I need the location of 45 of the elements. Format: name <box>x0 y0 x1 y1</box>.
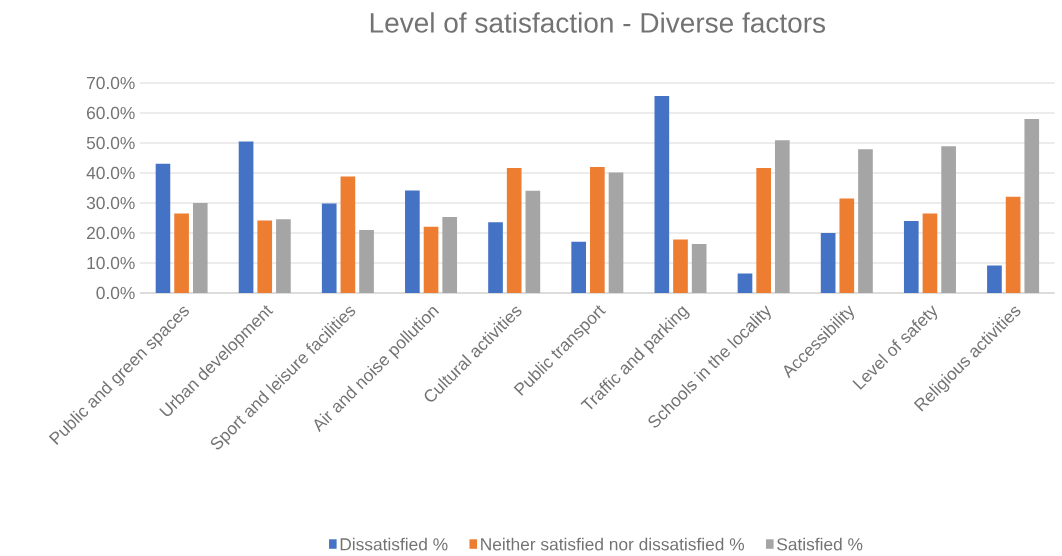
bar <box>571 241 587 293</box>
bar <box>257 220 273 293</box>
bar <box>238 141 254 293</box>
bar <box>192 203 208 293</box>
bar <box>488 222 503 293</box>
bar <box>405 190 420 293</box>
bar <box>590 167 605 293</box>
bar <box>155 163 171 293</box>
bar <box>922 213 938 293</box>
bar <box>737 273 753 293</box>
bar <box>987 265 1002 293</box>
bar <box>608 172 624 293</box>
bar <box>1005 196 1021 293</box>
y-tick-label: 0.0% <box>96 286 135 300</box>
legend-label: Satisfied % <box>777 537 863 551</box>
legend-label: Dissatisfied % <box>340 537 448 551</box>
bar <box>442 217 458 293</box>
y-tick-label: 20.0% <box>87 226 135 240</box>
bar <box>903 221 919 293</box>
bar <box>691 244 707 293</box>
bar <box>756 167 771 293</box>
bar <box>276 219 291 293</box>
bar <box>506 167 522 293</box>
bar <box>654 95 670 293</box>
bar <box>321 203 337 293</box>
y-tick-label: 70.0% <box>87 76 135 90</box>
y-tick-label: 30.0% <box>86 196 135 210</box>
chart-title: Level of satisfaction - Diverse factors <box>370 12 826 33</box>
bar <box>174 213 189 293</box>
bar <box>340 176 356 293</box>
y-tick-label: 10.0% <box>87 256 135 270</box>
y-tick-label: 50.0% <box>86 136 135 150</box>
bar <box>525 190 541 293</box>
bar <box>423 226 439 293</box>
legend-label: Neither satisfied nor dissatisfied % <box>481 537 745 551</box>
bar <box>1024 119 1040 293</box>
bar <box>820 233 836 293</box>
y-tick-label: 60.0% <box>87 106 135 120</box>
bar <box>774 140 790 293</box>
y-tick-label: 40.0% <box>86 166 135 180</box>
bar <box>858 149 873 293</box>
bar <box>941 146 956 293</box>
bar <box>359 230 374 293</box>
bar <box>673 239 688 293</box>
bar <box>839 198 855 293</box>
